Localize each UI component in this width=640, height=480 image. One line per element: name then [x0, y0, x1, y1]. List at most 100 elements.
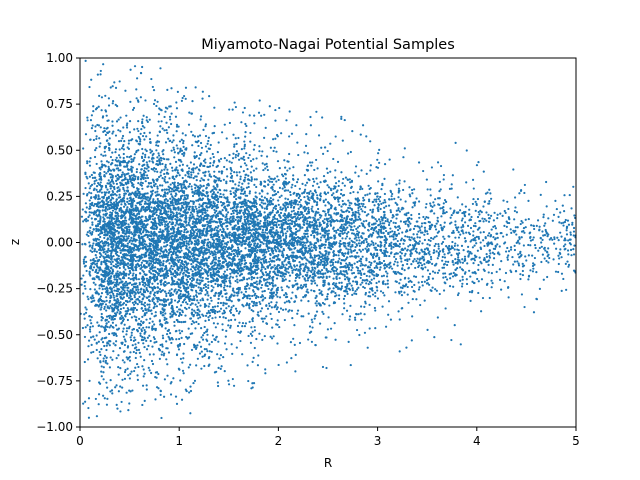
scatter-point [286, 169, 289, 172]
scatter-point [180, 185, 183, 189]
scatter-point [193, 309, 196, 312]
scatter-point [297, 287, 300, 290]
scatter-point [498, 278, 502, 281]
scatter-point [307, 312, 310, 315]
scatter-point [106, 362, 109, 365]
scatter-point [180, 259, 184, 262]
scatter-point [275, 221, 278, 224]
scatter-point [347, 268, 350, 271]
scatter-point [210, 299, 213, 302]
scatter-point [180, 99, 184, 102]
scatter-point [103, 193, 107, 196]
scatter-point [259, 220, 262, 223]
scatter-point [155, 227, 158, 231]
scatter-point [304, 244, 307, 247]
scatter-point [82, 292, 85, 295]
scatter-point [117, 154, 121, 157]
scatter-point [124, 340, 127, 343]
scatter-point [106, 216, 109, 219]
scatter-point [212, 155, 215, 159]
scatter-point [109, 324, 113, 327]
scatter-point [183, 194, 186, 197]
scatter-point [322, 174, 326, 178]
scatter-point [207, 249, 211, 252]
scatter-point [187, 185, 190, 188]
scatter-point [426, 269, 430, 272]
scatter-point [450, 245, 453, 248]
scatter-point [490, 197, 493, 200]
scatter-point [380, 187, 383, 191]
scatter-point [108, 326, 111, 329]
scatter-point [406, 235, 409, 238]
scatter-point [133, 156, 136, 159]
scatter-point [385, 205, 388, 208]
scatter-point [175, 174, 178, 177]
scatter-point [297, 207, 300, 210]
scatter-point [209, 201, 213, 204]
scatter-point [289, 193, 292, 197]
scatter-point [389, 211, 393, 214]
scatter-point [170, 276, 173, 279]
scatter-point [108, 332, 111, 336]
scatter-point [233, 145, 236, 148]
scatter-point [297, 196, 300, 200]
scatter-point [193, 155, 196, 158]
scatter-point [265, 155, 269, 158]
scatter-point [269, 257, 272, 260]
scatter-point [313, 244, 316, 247]
scatter-point [234, 137, 237, 140]
scatter-point [104, 252, 107, 256]
scatter-point [178, 140, 182, 143]
scatter-point [341, 139, 344, 142]
scatter-point [423, 299, 426, 302]
scatter-point [180, 261, 183, 265]
scatter-point [202, 178, 205, 181]
scatter-point [201, 355, 204, 358]
scatter-point [122, 205, 126, 208]
scatter-point [103, 278, 106, 281]
scatter-point [482, 205, 485, 208]
scatter-point [360, 318, 363, 321]
scatter-point [151, 320, 154, 323]
scatter-point [438, 180, 441, 184]
scatter-point [169, 312, 172, 315]
scatter-point [418, 252, 421, 255]
scatter-point [415, 298, 418, 301]
scatter-point [211, 196, 214, 199]
scatter-point [253, 183, 256, 186]
scatter-point [274, 137, 277, 140]
scatter-point [164, 290, 167, 293]
scatter-point [159, 67, 162, 70]
scatter-point [204, 293, 207, 296]
scatter-point [194, 303, 197, 306]
scatter-point [261, 299, 264, 302]
scatter-point [229, 324, 232, 327]
scatter-point [522, 244, 525, 247]
scatter-point [167, 328, 171, 331]
scatter-point [93, 338, 96, 341]
scatter-point [185, 224, 188, 227]
scatter-point [226, 211, 230, 214]
scatter-point [115, 156, 118, 159]
scatter-point [111, 260, 114, 263]
scatter-point [268, 296, 271, 300]
scatter-point [251, 304, 255, 308]
scatter-point [227, 253, 231, 257]
scatter-point [384, 201, 387, 204]
scatter-point [195, 179, 198, 182]
scatter-point [150, 150, 154, 153]
scatter-point [161, 127, 164, 130]
scatter-point [277, 247, 280, 250]
scatter-point [386, 279, 389, 282]
scatter-point [184, 86, 188, 89]
scatter-point [126, 367, 129, 370]
scatter-point [90, 173, 93, 177]
scatter-point [133, 153, 136, 156]
scatter-point [260, 225, 263, 228]
scatter-point [174, 224, 177, 227]
scatter-point [300, 241, 303, 244]
scatter-point [309, 241, 312, 244]
scatter-point [133, 369, 136, 373]
scatter-point [260, 258, 263, 261]
scatter-point [107, 97, 110, 100]
